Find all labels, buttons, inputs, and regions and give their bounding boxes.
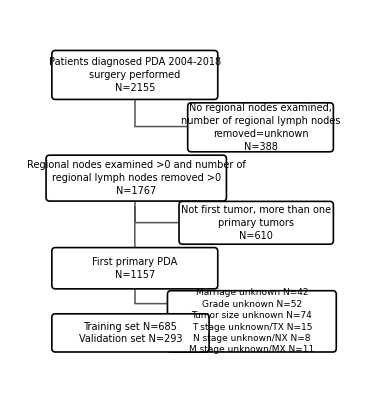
Text: Patients diagnosed PDA 2004-2018
surgery performed
N=2155: Patients diagnosed PDA 2004-2018 surgery… (49, 57, 221, 93)
FancyBboxPatch shape (188, 103, 333, 152)
FancyBboxPatch shape (52, 50, 218, 100)
FancyBboxPatch shape (52, 248, 218, 289)
Text: Not first tumor, more than one
primary tumors
N=610: Not first tumor, more than one primary t… (181, 205, 331, 240)
Text: No regional nodes examined,
number of regional lymph nodes
removed=unknown
N=388: No regional nodes examined, number of re… (181, 103, 340, 152)
FancyBboxPatch shape (52, 314, 209, 352)
FancyBboxPatch shape (167, 291, 336, 352)
FancyBboxPatch shape (46, 155, 226, 201)
Text: First primary PDA
N=1157: First primary PDA N=1157 (92, 257, 178, 280)
FancyBboxPatch shape (179, 201, 333, 244)
Text: Training set N=685
Validation set N=293: Training set N=685 Validation set N=293 (79, 322, 182, 344)
Text: Marriage unknown N=42
Grade unknown N=52
Tumor size unknown N=74
T stage unknown: Marriage unknown N=42 Grade unknown N=52… (189, 288, 314, 354)
Text: Regional nodes examined >0 and number of
regional lymph nodes removed >0
N=1767: Regional nodes examined >0 and number of… (27, 160, 245, 196)
